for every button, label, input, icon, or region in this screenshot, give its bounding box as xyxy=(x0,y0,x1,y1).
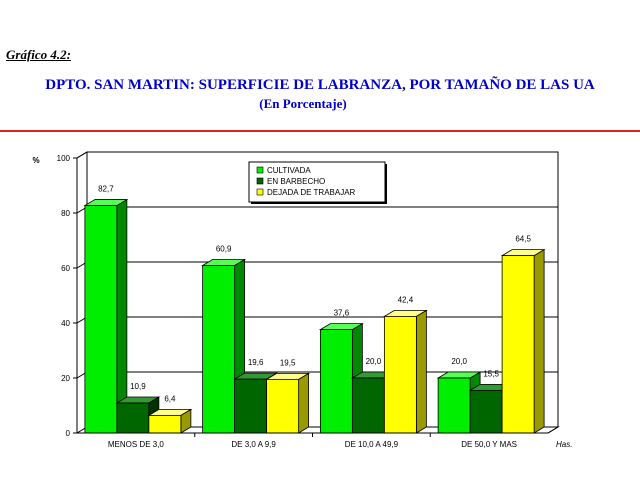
data-label: 37,6 xyxy=(334,309,350,318)
bar-front xyxy=(84,205,118,434)
data-label: 82,7 xyxy=(98,185,114,194)
y-tick-label: 80 xyxy=(61,209,70,218)
y-axis-label: % xyxy=(32,156,39,165)
chart-subtitle: (En Porcentaje) xyxy=(259,96,347,111)
bar-front xyxy=(469,389,503,434)
bar-front xyxy=(351,377,385,434)
bar xyxy=(382,309,428,434)
y-tick-label: 20 xyxy=(61,374,70,383)
bar xyxy=(83,198,129,434)
bar-side xyxy=(415,309,427,434)
bar-front xyxy=(383,315,417,434)
bar-front xyxy=(319,329,353,434)
data-label: 20,0 xyxy=(366,357,382,366)
bar-front xyxy=(266,378,300,434)
x-tick-label: DE 50,0 Y MAS xyxy=(461,440,517,449)
x-axis-right-edge xyxy=(547,426,559,434)
bar-front xyxy=(202,265,236,434)
x-tick-label: MENOS DE 3,0 xyxy=(108,440,165,449)
x-axis-label: Has. xyxy=(556,440,572,449)
data-label: 64,5 xyxy=(515,235,531,244)
x-tick-label: DE 10,0 A 49,9 xyxy=(345,440,399,449)
bar-front xyxy=(501,255,535,434)
legend-entry: CULTIVADA xyxy=(267,166,311,175)
y-tick-label: 60 xyxy=(61,264,70,273)
legend-box xyxy=(248,161,386,203)
bar-front xyxy=(234,378,268,434)
y-tick-label: 40 xyxy=(61,319,70,328)
data-label: 60,9 xyxy=(216,245,232,254)
bar-front xyxy=(437,377,471,434)
legend-swatch xyxy=(256,188,264,196)
legend-entry: EN BARBECHO xyxy=(267,177,325,186)
bar-front xyxy=(148,414,182,434)
data-label: 42,4 xyxy=(398,295,414,304)
axes: 0 20 40 60 80 100% Has. MENOS DE 3,0 DE 3,0 A 9,… xyxy=(32,151,572,449)
bar-side xyxy=(533,248,545,434)
chart-title: DPTO. SAN MARTIN: SUPERFICIE DE LABRANZA… xyxy=(45,77,595,93)
y-axis-top-edge xyxy=(76,151,88,159)
data-labels: 82,7 10,9 6,4 60,9 19,6 19,5 37,6 20,0 42,4 20,0 1… xyxy=(98,185,531,404)
legend-swatch xyxy=(256,177,264,185)
data-label: 20,0 xyxy=(451,357,467,366)
data-label: 15,5 xyxy=(483,369,499,378)
bar xyxy=(265,372,311,434)
data-label: 6,4 xyxy=(164,394,176,403)
legend: CULTIVADA EN BARBECHO DEJADA DE TRABAJAR xyxy=(248,161,387,204)
bars xyxy=(83,198,546,434)
data-label: 10,9 xyxy=(130,382,146,391)
bar-side xyxy=(298,372,310,434)
y-tick-label: 0 xyxy=(66,429,71,438)
title-divider xyxy=(0,130,640,132)
data-label: 19,5 xyxy=(280,358,296,367)
x-tick-label: DE 3,0 A 9,9 xyxy=(231,440,276,449)
figure-label: Gráfico 4.2: xyxy=(6,47,71,62)
legend-swatch xyxy=(256,166,264,174)
bar xyxy=(147,408,193,434)
y-tick-label: 100 xyxy=(57,154,71,163)
legend-entry: DEJADA DE TRABAJAR xyxy=(267,188,356,197)
bar xyxy=(500,248,546,434)
data-label: 19,6 xyxy=(248,358,264,367)
bar-front xyxy=(116,402,150,434)
